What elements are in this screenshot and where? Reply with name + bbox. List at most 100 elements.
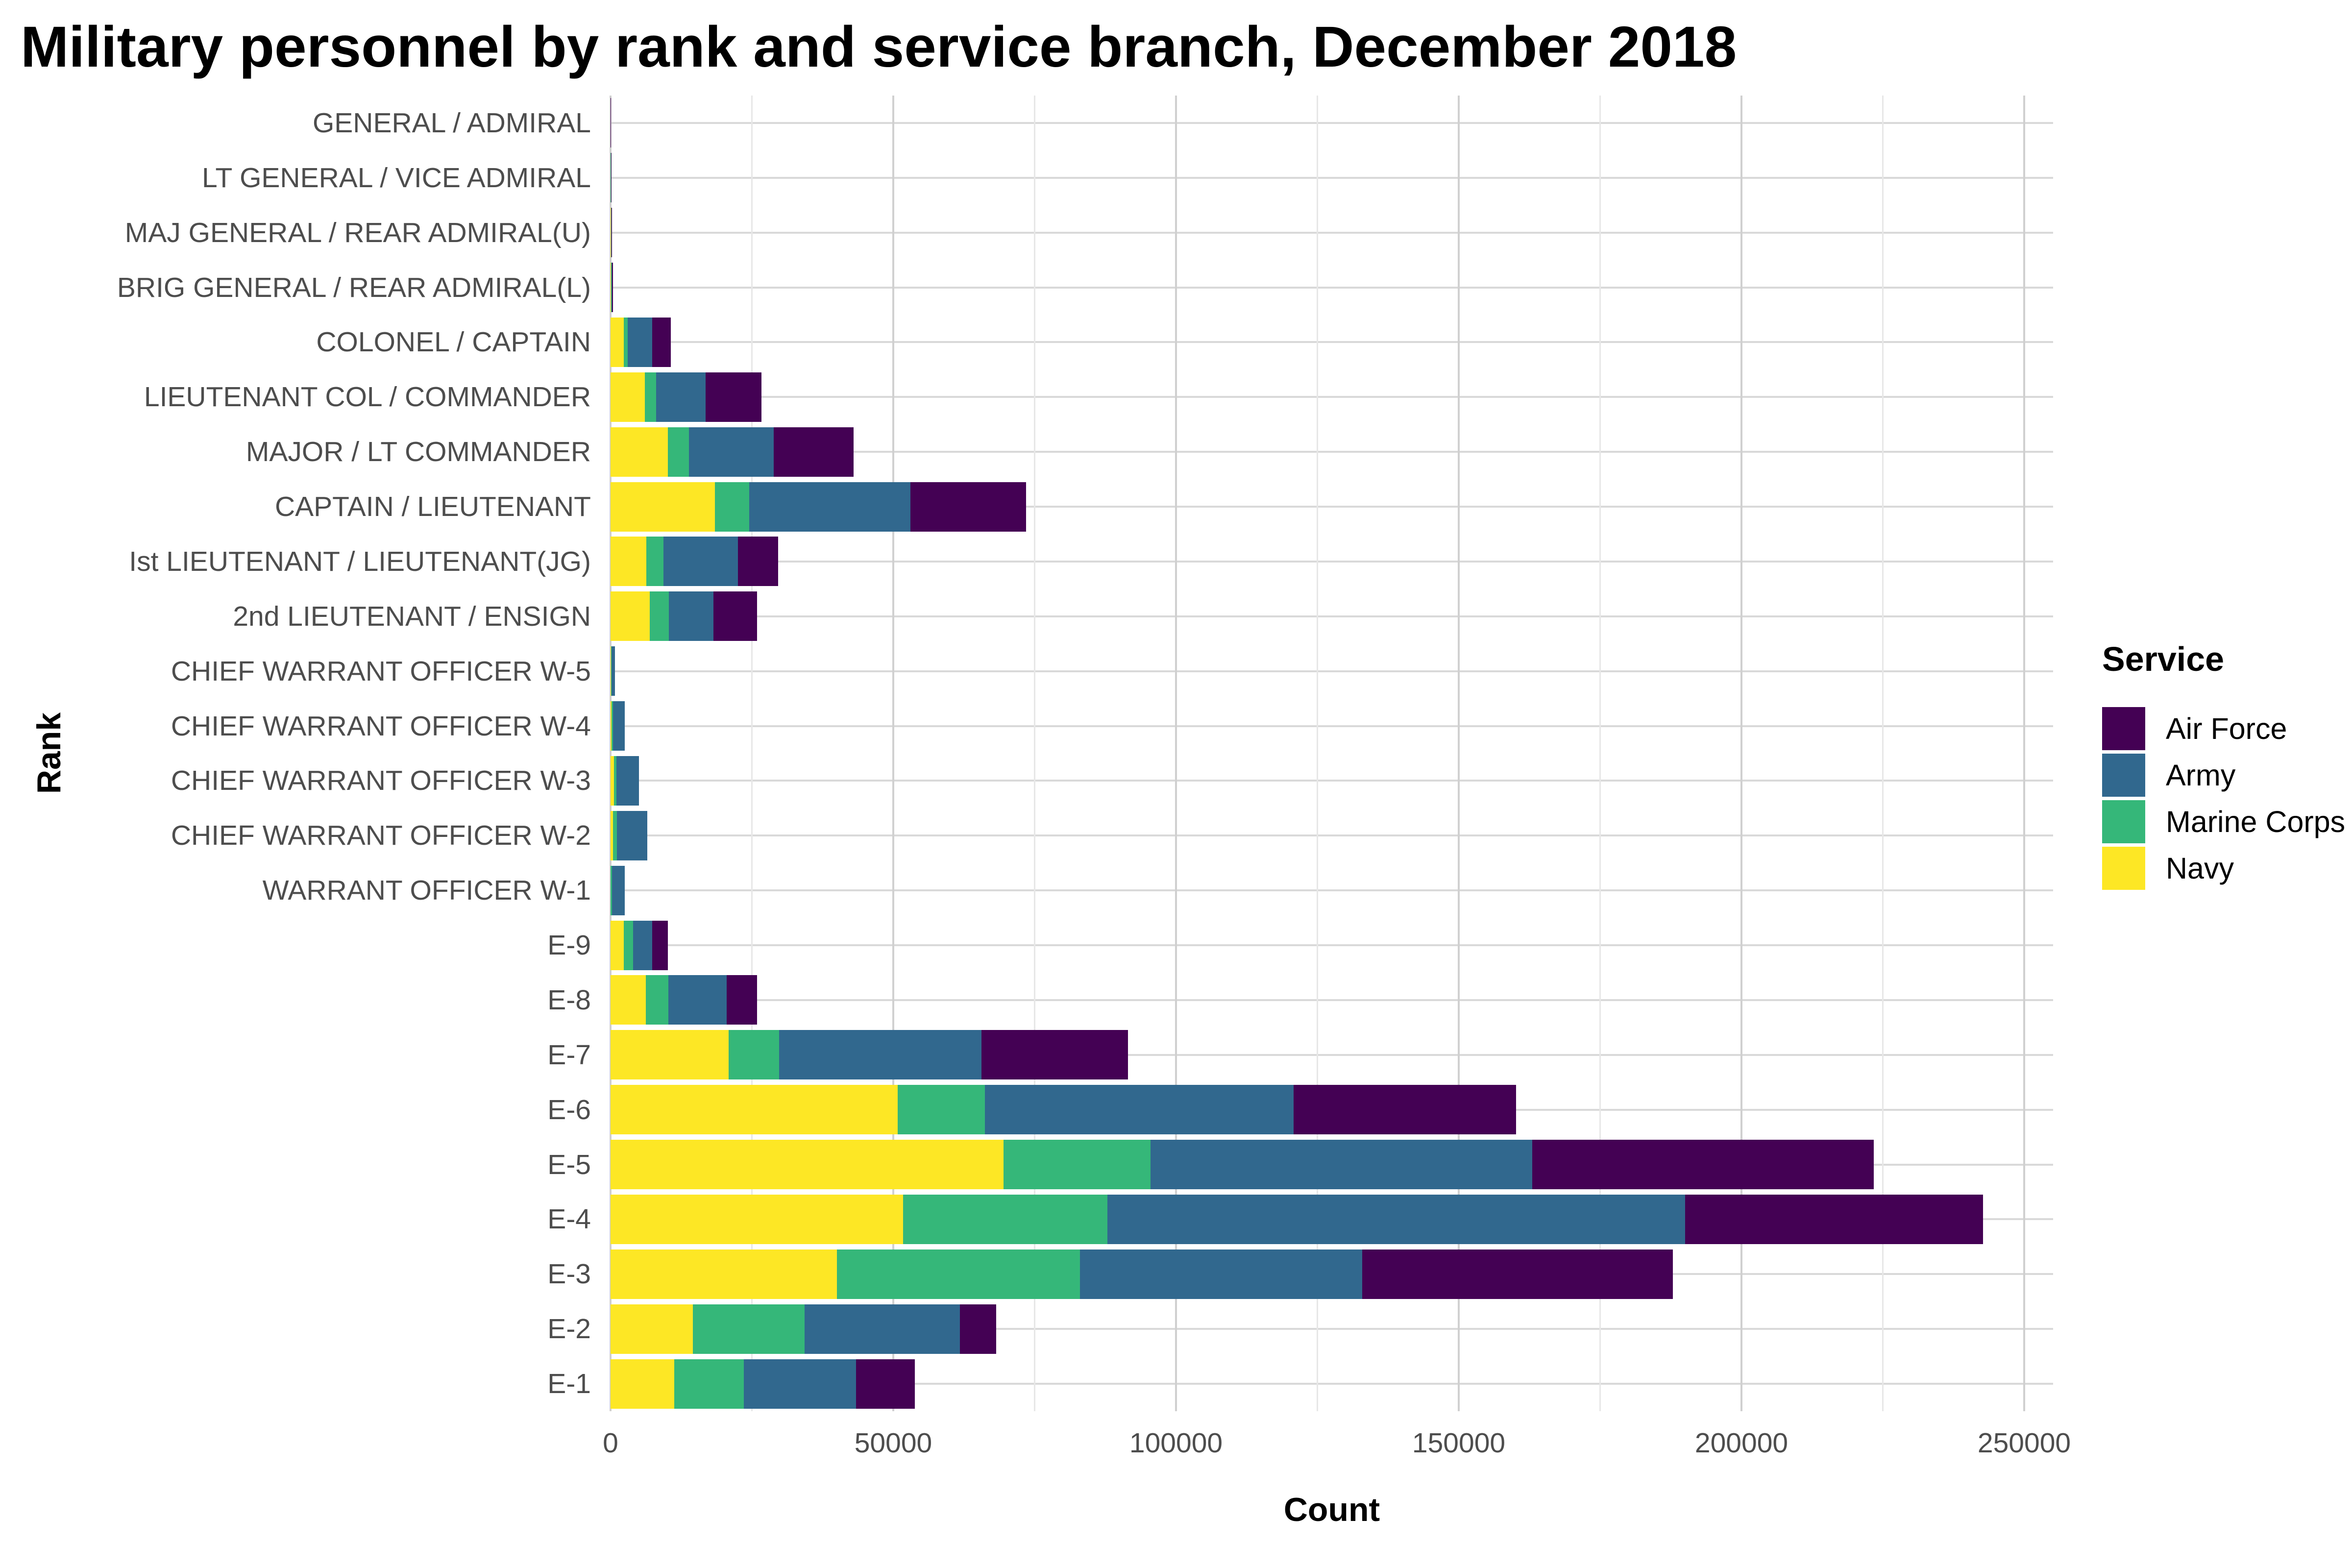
bar-segment-marine-corps: [898, 1085, 985, 1135]
legend-item: Air Force: [2102, 707, 2345, 750]
h-gridline: [611, 944, 2053, 947]
legend-label: Air Force: [2166, 712, 2287, 745]
y-tick-label: MAJOR / LT COMMANDER: [245, 436, 591, 468]
bar-segment-army: [779, 1030, 981, 1080]
y-tick-label: E-9: [547, 930, 591, 961]
bar-segment-army: [668, 591, 714, 641]
bar-segment-army: [656, 372, 706, 422]
legend-item: Navy: [2102, 847, 2345, 890]
bar-segment-army: [984, 1085, 1294, 1135]
bar-segment-navy: [611, 975, 646, 1025]
bar-segment-navy: [611, 756, 614, 806]
h-gridline: [611, 396, 2053, 398]
bar-segment-air-force: [910, 482, 1027, 532]
y-tick-label: COLONEL / CAPTAIN: [316, 326, 591, 358]
bar-segment-navy: [611, 1030, 729, 1080]
bar-segment-army: [611, 646, 615, 696]
bar-row: [611, 263, 613, 313]
bar-segment-marine-corps: [624, 317, 628, 367]
bar-segment-marine-corps: [611, 701, 613, 751]
x-tick-label: 0: [603, 1427, 618, 1459]
bar-row: [611, 537, 778, 587]
y-tick-label: CHIEF WARRANT OFFICER W-3: [171, 765, 591, 797]
h-gridline: [611, 1054, 2053, 1056]
bar-segment-army: [633, 920, 653, 970]
h-gridline: [611, 451, 2053, 453]
legend-swatch-navy: [2102, 847, 2145, 890]
bar-segment-marine-corps: [646, 537, 664, 587]
bar-segment-air-force: [652, 920, 668, 970]
bar-row: [611, 317, 671, 367]
bar-segment-army: [612, 865, 625, 915]
y-tick-label: CAPTAIN / LIEUTENANT: [274, 491, 591, 523]
bar-segment-marine-corps: [611, 646, 612, 696]
bar-segment-army: [611, 153, 612, 203]
y-tick-label: MAJ GENERAL / REAR ADMIRAL(U): [124, 217, 591, 248]
bar-segment-army: [1079, 1249, 1362, 1299]
y-tick-label: Ist LIEUTENANT / LIEUTENANT(JG): [129, 545, 591, 577]
bar-segment-air-force: [713, 591, 757, 641]
bar-segment-navy: [611, 1194, 903, 1244]
v-gridline-major: [892, 96, 894, 1411]
h-gridline: [611, 999, 2053, 1001]
y-tick-label: CHIEF WARRANT OFFICER W-5: [171, 655, 591, 687]
x-tick-label: 200000: [1694, 1427, 1788, 1459]
h-gridline: [611, 176, 2053, 179]
legend-item: Marine Corps: [2102, 800, 2345, 843]
bar-segment-air-force: [1532, 1140, 1874, 1190]
bar-segment-navy: [611, 1140, 1004, 1190]
v-gridline-major: [2023, 96, 2025, 1411]
bar-segment-marine-corps: [729, 1030, 779, 1080]
h-gridline: [611, 341, 2053, 343]
bar-segment-navy: [611, 317, 624, 367]
y-tick-label: 2nd LIEUTENANT / ENSIGN: [233, 600, 591, 632]
bar-segment-army: [749, 482, 910, 532]
h-gridline: [611, 780, 2053, 782]
bar-segment-marine-corps: [611, 865, 612, 915]
bar-segment-army: [663, 537, 738, 587]
x-axis-title: Count: [1283, 1491, 1380, 1528]
bar-segment-marine-corps: [674, 1359, 744, 1409]
bar-segment-navy: [611, 1249, 837, 1299]
bar-row: [611, 865, 625, 915]
v-gridline-major: [1175, 96, 1177, 1411]
h-gridline: [611, 231, 2053, 234]
bar-segment-air-force: [1362, 1249, 1673, 1299]
bar-segment-marine-corps: [613, 756, 617, 806]
legend-label: Marine Corps: [2166, 805, 2346, 838]
bar-row: [611, 975, 757, 1025]
y-tick-label: E-6: [547, 1094, 591, 1126]
bar-segment-air-force: [612, 263, 613, 313]
bar-segment-air-force: [981, 1030, 1128, 1080]
bar-row: [611, 1085, 1516, 1135]
h-gridline: [611, 560, 2053, 563]
bar-segment-navy: [611, 427, 668, 477]
y-tick-label: LT GENERAL / VICE ADMIRAL: [201, 162, 591, 194]
bar-segment-air-force: [1685, 1194, 1983, 1244]
bar-segment-navy: [611, 537, 646, 587]
y-tick-label: E-8: [547, 984, 591, 1016]
v-gridline-minor: [1882, 96, 1884, 1411]
h-gridline: [611, 615, 2053, 617]
bar-segment-marine-corps: [667, 427, 689, 477]
bar-row: [611, 1140, 1874, 1190]
bar-segment-air-force: [1294, 1085, 1516, 1135]
bar-segment-navy: [611, 1304, 693, 1354]
bar-row: [611, 756, 639, 806]
bar-segment-navy: [611, 810, 613, 860]
h-gridline: [611, 1328, 2053, 1330]
bar-row: [611, 646, 615, 696]
bar-row: [611, 1249, 1673, 1299]
h-gridline: [611, 506, 2053, 508]
bar-segment-army: [611, 208, 612, 258]
bar-row: [611, 482, 1027, 532]
h-gridline: [611, 286, 2053, 289]
bar-segment-marine-corps: [715, 482, 749, 532]
y-tick-label: E-2: [547, 1313, 591, 1345]
bar-segment-army: [616, 810, 648, 860]
legend-title: Service: [2102, 640, 2225, 678]
bar-segment-army: [1107, 1194, 1685, 1244]
bar-segment-marine-corps: [623, 920, 634, 970]
bar-row: [611, 1030, 1128, 1080]
v-gridline-minor: [1599, 96, 1601, 1411]
